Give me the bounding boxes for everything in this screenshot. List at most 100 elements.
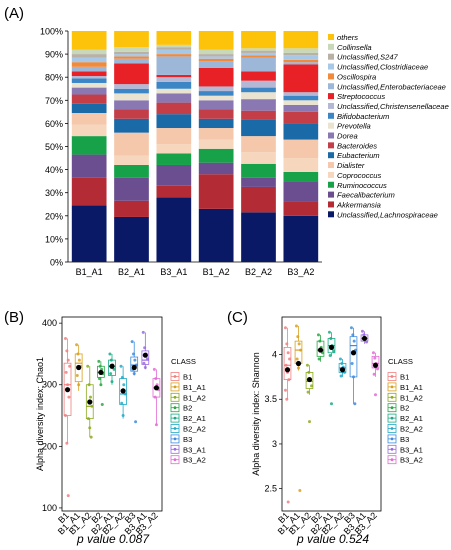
data-point [338, 357, 342, 361]
x-tick-label: B1_A2 [203, 267, 230, 277]
bar-segment [198, 109, 234, 119]
x-tick-label: B2_A1 [118, 267, 145, 277]
data-point [299, 348, 303, 352]
mean-marker [372, 362, 379, 368]
bar-segment [283, 31, 319, 49]
y-tick-label: 70% [45, 96, 63, 106]
legend-swatch [328, 34, 334, 40]
bar-segment [156, 47, 192, 50]
bar-segment [156, 77, 192, 82]
bar-segment [71, 136, 107, 155]
legend-entry: Unclassified,Enterobacteriaceae [337, 82, 446, 91]
bar-segment [114, 88, 149, 94]
bar-segment [156, 185, 192, 198]
legend-entry: B2_A2 [183, 425, 206, 434]
data-point [362, 333, 366, 337]
stacked-bar-chart: 0% 10% 20% 30% 40% 50% 60% 70% 80% 90% 100% B1_A1 B2… [40, 27, 449, 278]
legend-entry: B3 [400, 435, 409, 444]
chao1-box-plot: 100 200 300 400 Alpha diversity index: Chao1… [35, 316, 206, 546]
legend-entry: Faecalibacterium [337, 191, 395, 200]
bar-segment [241, 87, 276, 93]
legend-entry: Bifidobacterium [337, 112, 389, 121]
panel-a-label: (A) [4, 5, 24, 22]
legend-entry: Unclassified,Lachnospiraceae [337, 210, 438, 219]
bar-segment [71, 31, 107, 50]
data-point [349, 326, 353, 330]
data-point [110, 380, 114, 384]
legend-entry: B3_A2 [183, 456, 206, 465]
legend-swatch-dot [173, 406, 177, 410]
bar-segment [114, 118, 149, 133]
y-tick-label: 4 [272, 350, 277, 360]
bar-segment [156, 54, 192, 57]
bar-segment [114, 100, 149, 110]
bar-segment [283, 123, 319, 140]
data-point [288, 357, 292, 361]
bar-segment [156, 153, 192, 165]
bar-segment [71, 177, 107, 206]
bar-segment [283, 111, 319, 124]
box [130, 356, 139, 372]
bar-segment [283, 64, 319, 93]
data-point [365, 340, 369, 344]
data-point [68, 364, 72, 368]
bar-segment [283, 104, 319, 112]
legend-entry: Bacteroides [337, 141, 377, 150]
legend-swatch [328, 181, 334, 188]
y-tick-label: 10% [45, 234, 63, 244]
legend-swatch-dot [390, 395, 394, 399]
data-point [120, 401, 124, 405]
legend-swatch [328, 211, 334, 218]
legend-entry: Dialister [337, 161, 365, 170]
bar-segment [198, 67, 234, 87]
data-point [88, 426, 92, 430]
bar-segment [198, 162, 234, 175]
bar-segment [114, 155, 149, 165]
y-tick-label: 30% [45, 188, 63, 198]
bar-segment [71, 54, 107, 58]
bar-segment [156, 56, 192, 75]
y-tick-label: 3.5 [264, 394, 277, 404]
y-tick-label: 100% [40, 27, 63, 37]
legend-swatch [328, 191, 334, 198]
legend-entry: Eubacterium [337, 151, 380, 160]
bar-segment [283, 139, 319, 159]
legend-entry: B2_A1 [183, 414, 206, 423]
legend-swatch-dot [173, 458, 177, 462]
data-point [112, 367, 116, 371]
y-tick-label: 0% [50, 258, 63, 268]
bar-segment [241, 136, 276, 153]
bar-segment [114, 93, 149, 101]
legend-swatch [328, 142, 334, 149]
y-tick-label: 2.5 [264, 484, 277, 494]
bar-segment [283, 55, 319, 60]
data-point [121, 414, 125, 418]
panel-b-label: (B) [4, 309, 24, 326]
mean-marker [64, 387, 71, 393]
data-point [97, 359, 101, 363]
bar-segment [283, 48, 319, 53]
p-value-text: p value 0.524 [296, 532, 369, 546]
legend-entry: B1 [400, 373, 409, 382]
data-point [286, 500, 290, 504]
bar-segment [156, 81, 192, 89]
bar-segment [156, 128, 192, 145]
bar-segment [71, 66, 107, 72]
data-point [317, 357, 321, 361]
data-point [295, 357, 299, 361]
bar-segment [71, 62, 107, 67]
data-point [283, 326, 287, 330]
data-point [123, 392, 127, 396]
y-axis-label: Alpha diversity index: Chao1 [35, 357, 45, 471]
legend-entry: B3 [183, 435, 192, 444]
legend-swatch-dot [390, 437, 394, 441]
data-point [352, 339, 356, 343]
legend-swatch [328, 201, 334, 208]
data-point [329, 336, 333, 340]
bar-segment [114, 132, 149, 156]
y-tick-label: 90% [45, 50, 63, 60]
data-point [120, 375, 124, 379]
bar-segment [241, 119, 276, 137]
bar-segment [198, 86, 234, 92]
